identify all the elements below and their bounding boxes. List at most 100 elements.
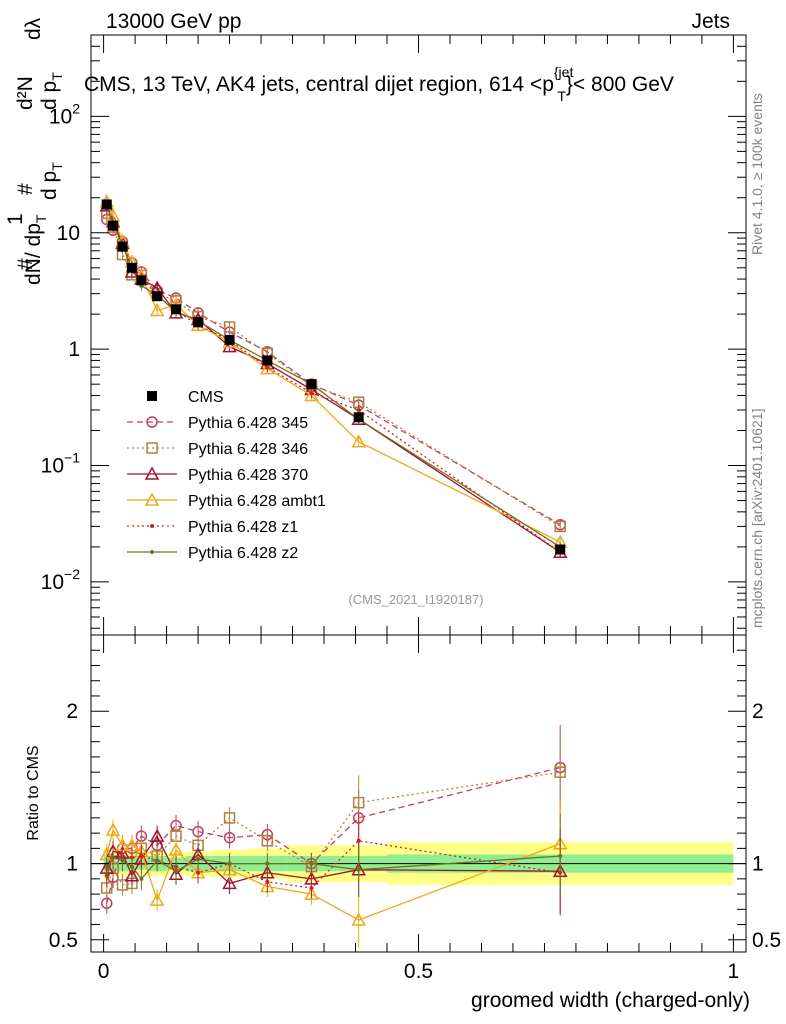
category-label: Jets (691, 10, 730, 33)
data-point (306, 379, 317, 390)
series-pythia-6-428-346 (100, 207, 566, 533)
series-pythia-6-428-ambt1 (99, 194, 568, 548)
energy-label: 13000 GeV pp (106, 10, 241, 33)
y-tick-label: 10 (57, 222, 80, 245)
legend-marker (150, 524, 154, 528)
ylabel-lambda: dλ (22, 17, 45, 40)
legend-marker (146, 416, 158, 428)
ratio-y-tick-label-right: 2 (752, 700, 764, 723)
ylabel-frac1-num: # (14, 258, 37, 270)
legend-label: Pythia 6.428 345 (188, 415, 308, 432)
y-tick-label: 102 (49, 100, 80, 128)
legend-entry-cms: CMS (147, 389, 224, 406)
mcplots-label: mcplots.cern.ch [arXiv:2401.10621] (749, 409, 765, 628)
ratio-point (120, 858, 125, 863)
ratio-point (129, 864, 134, 869)
legend-entry-pythia-6-428-370: Pythia 6.428 370 (127, 466, 308, 484)
ratio-point (174, 869, 179, 874)
ratio-y-tick-label-right: 0.5 (752, 929, 781, 952)
ratio-point (196, 870, 201, 875)
series-line (106, 219, 561, 526)
data-point (222, 339, 237, 353)
series-line (106, 201, 561, 543)
legend-label: Pythia 6.428 z1 (188, 519, 298, 536)
ratio-point (223, 831, 236, 844)
ratio-point (261, 834, 274, 847)
ratio-point (168, 842, 184, 856)
data-point (126, 262, 137, 273)
axes-group: 10−2 10−1 1 10 102 0 0.5 1 0.5 0.5 1 1 2 2 (41, 34, 781, 983)
legend-label: CMS (188, 389, 224, 406)
legend-label: Pythia 6.428 346 (188, 441, 308, 458)
data-point (262, 355, 273, 366)
ratio-point (104, 866, 109, 871)
legend-marker (144, 492, 160, 506)
series-pythia-6-428-370 (99, 198, 568, 558)
ylabel-frac3-den: d pT (38, 72, 65, 110)
data-point (101, 199, 112, 210)
ratio-point (124, 868, 140, 882)
ratio-point (309, 861, 314, 866)
ratio-point (356, 838, 361, 843)
y-tick-label: 1 (68, 338, 80, 361)
ratio-y-tick-label: 0.5 (49, 929, 78, 952)
series-line (106, 205, 561, 548)
data-point (309, 390, 314, 395)
ratio-y-axis-label: Ratio to CMS (25, 745, 42, 840)
data-point (304, 387, 319, 402)
series-pythia-6-428-z2 (104, 200, 563, 552)
ratio-point (196, 857, 201, 862)
ratio-point (356, 867, 361, 872)
ylabel-frac2-den: d pT (38, 162, 65, 200)
main-series-group (99, 194, 568, 558)
ratio-point (558, 853, 563, 858)
ylabel-frac2-num: # (14, 183, 37, 195)
data-point (356, 408, 361, 413)
ratio-point (265, 879, 270, 884)
ratio-point (222, 875, 237, 890)
data-point (117, 241, 128, 252)
ratio-point (111, 855, 116, 860)
legend-entry-pythia-6-428-345: Pythia 6.428 345 (127, 415, 308, 432)
ratio-y-tick-label-right: 1 (752, 853, 764, 876)
data-point (260, 361, 275, 375)
legend-label: Pythia 6.428 ambt1 (188, 493, 326, 510)
plot-subtitle: CMS, 13 TeV, AK4 jets, central dijet reg… (84, 64, 674, 104)
ratio-point (149, 892, 165, 906)
legend-entry-pythia-6-428-346: Pythia 6.428 346 (127, 441, 308, 458)
data-point (351, 434, 366, 448)
series-cms (101, 199, 566, 555)
legend-label: Pythia 6.428 z2 (188, 545, 298, 562)
series-line (106, 213, 561, 527)
data-point (149, 302, 165, 317)
y-tick-label: 10−1 (41, 450, 81, 478)
legend-marker (150, 550, 154, 554)
x-tick-label: 0 (98, 960, 110, 983)
data-point (265, 365, 270, 370)
legend: CMS Pythia 6.428 345 Pythia 6.428 346 Pythi… (127, 389, 326, 562)
data-point (555, 544, 566, 555)
legend-marker (147, 391, 157, 401)
ratio-point (309, 885, 314, 890)
ratio-point (227, 861, 232, 866)
ratio-point (155, 858, 160, 863)
ylabel-frac3-num: d²N (14, 76, 37, 110)
ratio-point (352, 796, 365, 809)
ratio-series-pythia-6-428-z2 (104, 813, 563, 899)
ratio-point (139, 853, 144, 858)
data-point (108, 220, 119, 231)
ylabel-one: 1 (4, 213, 27, 225)
legend-entry-pythia-6-428-z2: Pythia 6.428 z2 (127, 545, 298, 562)
legend-entry-pythia-6-428-ambt1: Pythia 6.428 ambt1 (127, 492, 326, 510)
ratio-point (265, 861, 270, 866)
ratio-point (351, 912, 366, 926)
data-point (193, 317, 204, 328)
ratio-point (554, 766, 566, 778)
x-tick-label: 0.5 (404, 960, 433, 983)
rivet-version-label: Rivet 4.1.0, ≥ 100k events (749, 93, 765, 255)
ratio-point (223, 812, 236, 824)
x-axis-label: groomed width (charged-only) (471, 989, 750, 1012)
series-line (106, 208, 561, 553)
ratio-y-tick-label: 2 (66, 700, 78, 723)
